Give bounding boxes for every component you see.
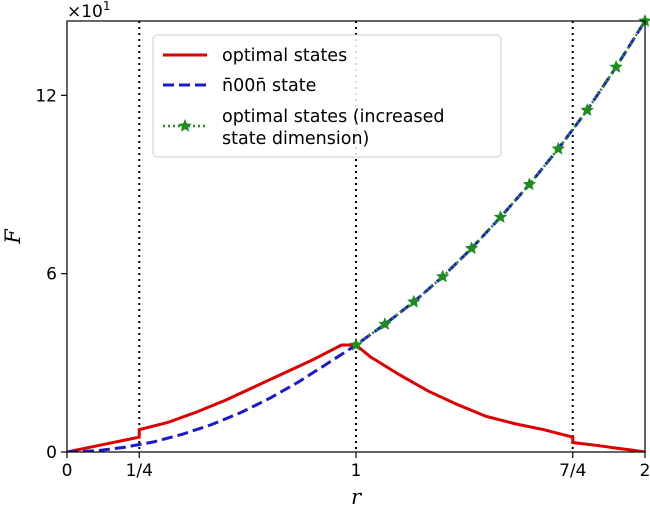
y-axis: 0 6 12	[35, 86, 67, 463]
legend-box	[152, 34, 502, 158]
y-tick-label: 6	[46, 265, 57, 285]
series-point	[493, 210, 508, 223]
x-tick-label: 7/4	[559, 461, 586, 481]
x-axis-title: r	[351, 485, 363, 508]
legend: optimal states n̄00n̄ state optimal states…	[152, 34, 502, 158]
series-point	[435, 269, 450, 283]
y-tick-label: 12	[35, 86, 57, 106]
x-tick-label: 0	[62, 461, 73, 481]
x-axis: 0 1/4 1 7/4 2	[62, 452, 650, 481]
series-point	[378, 317, 392, 330]
plot-area	[67, 13, 650, 452]
y-axis-title: F	[1, 228, 25, 245]
series-point	[522, 177, 537, 191]
series-point	[464, 241, 479, 255]
series-point	[580, 103, 594, 116]
series-point	[407, 294, 421, 308]
legend-label: n̄00n̄ state	[222, 76, 316, 96]
series-point	[349, 337, 363, 351]
x-tick-label: 2	[640, 461, 650, 481]
x-tick-label: 1/4	[126, 461, 153, 481]
legend-label: optimal states	[222, 46, 347, 66]
series-point	[551, 141, 566, 155]
x-tick-label: 1	[351, 461, 362, 481]
legend-label: optimal states (increased state dimension…	[222, 107, 444, 149]
series-point	[609, 60, 623, 73]
y-tick-label: 0	[46, 443, 57, 463]
legend-marker	[178, 118, 192, 132]
y-scale-label: ×101	[67, 0, 111, 22]
